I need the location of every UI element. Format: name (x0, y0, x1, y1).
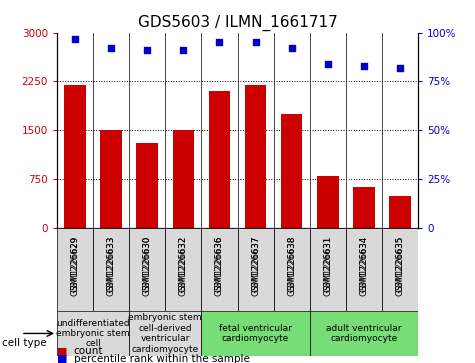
Text: GSM1226632: GSM1226632 (179, 236, 188, 296)
Bar (238, 228, 274, 311)
Text: GSM1226630: GSM1226630 (143, 236, 152, 292)
Text: cell type: cell type (2, 338, 47, 348)
Point (252, 40, 259, 45)
Text: GSM1226634: GSM1226634 (360, 236, 368, 296)
Text: GSM1226635: GSM1226635 (396, 236, 404, 292)
Bar (100, 130, 122, 228)
Text: percentile rank within the sample: percentile rank within the sample (74, 354, 249, 363)
Point (71, 36, 79, 41)
Text: GSM1226631: GSM1226631 (323, 236, 332, 297)
Point (216, 40, 223, 45)
Bar (57, 311, 129, 356)
Bar (281, 114, 303, 228)
Point (288, 45, 295, 51)
Bar (353, 187, 375, 228)
Bar (382, 228, 418, 311)
Text: GSM1226636: GSM1226636 (215, 236, 224, 297)
Bar (317, 176, 339, 228)
Bar (209, 91, 230, 228)
Bar (274, 228, 310, 311)
Text: GSM1226636: GSM1226636 (215, 236, 224, 292)
Bar (389, 196, 411, 228)
Bar (64, 85, 86, 228)
Bar (93, 228, 129, 311)
Text: GSM1226637: GSM1226637 (251, 236, 260, 297)
Text: GSM1226629: GSM1226629 (71, 236, 79, 292)
Text: GSM1226630: GSM1226630 (143, 236, 152, 297)
Text: GSM1226633: GSM1226633 (107, 236, 115, 297)
Text: GSM1226632: GSM1226632 (179, 236, 188, 292)
Bar (310, 311, 418, 356)
Text: GSM1226637: GSM1226637 (251, 236, 260, 292)
Bar (136, 143, 158, 228)
Text: ■: ■ (57, 346, 67, 356)
Text: ■: ■ (57, 354, 67, 363)
Text: GSM1226629: GSM1226629 (71, 236, 79, 296)
Point (107, 45, 115, 51)
Title: GDS5603 / ILMN_1661717: GDS5603 / ILMN_1661717 (138, 15, 337, 31)
Text: GSM1226633: GSM1226633 (107, 236, 115, 292)
Text: undifferentiated
embryonic stem
cell: undifferentiated embryonic stem cell (56, 319, 130, 348)
Bar (57, 228, 93, 311)
Text: GSM1226631: GSM1226631 (323, 236, 332, 292)
Bar (245, 85, 266, 228)
Point (396, 65, 404, 71)
Text: embryonic stem
cell-derived
ventricular
cardiomyocyte: embryonic stem cell-derived ventricular … (128, 313, 202, 354)
Bar (201, 228, 238, 311)
Bar (310, 228, 346, 311)
Bar (129, 311, 201, 356)
Bar (129, 228, 165, 311)
Bar (172, 130, 194, 228)
Point (360, 63, 368, 69)
Text: GSM1226634: GSM1226634 (360, 236, 368, 292)
Text: GSM1226638: GSM1226638 (287, 236, 296, 297)
Point (180, 47, 187, 53)
Bar (346, 228, 382, 311)
Point (324, 61, 332, 67)
Point (143, 47, 151, 53)
Text: GSM1226635: GSM1226635 (396, 236, 404, 297)
Bar (201, 311, 310, 356)
Text: GSM1226638: GSM1226638 (287, 236, 296, 292)
Text: fetal ventricular
cardiomyocyte: fetal ventricular cardiomyocyte (219, 324, 292, 343)
Text: count: count (74, 346, 103, 356)
Bar (165, 228, 201, 311)
Text: adult ventricular
cardiomyocyte: adult ventricular cardiomyocyte (326, 324, 401, 343)
